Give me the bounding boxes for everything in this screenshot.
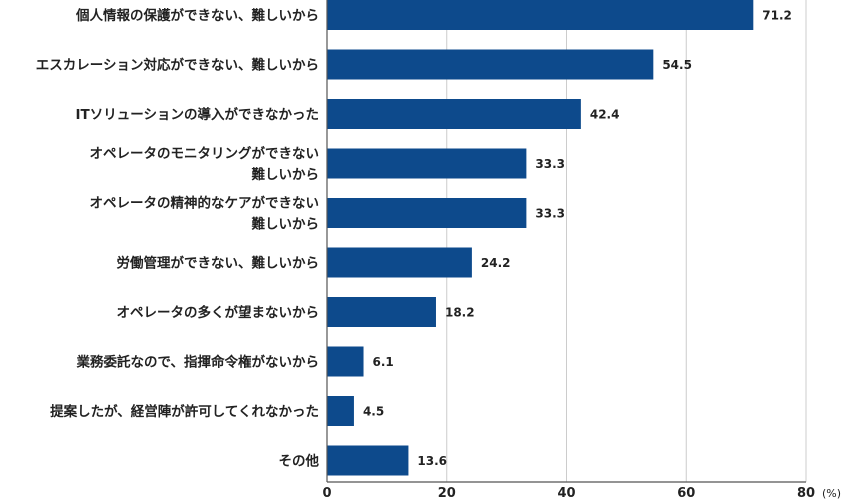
bar bbox=[327, 99, 581, 129]
x-tick-label: 40 bbox=[557, 486, 575, 500]
bar bbox=[327, 445, 409, 476]
data-label: 71.2 bbox=[762, 9, 792, 23]
gridlines bbox=[446, 0, 807, 482]
category-label: その他 bbox=[279, 453, 320, 470]
bar bbox=[327, 297, 436, 327]
data-label: 54.5 bbox=[662, 58, 692, 72]
x-tick-label: 0 bbox=[322, 486, 331, 500]
bar bbox=[327, 247, 472, 278]
bar bbox=[327, 0, 754, 30]
data-label: 33.3 bbox=[535, 207, 565, 221]
category-label: オペレータの精神的なケアができない難しいから bbox=[90, 195, 320, 233]
x-axis-unit: (%) bbox=[822, 487, 841, 500]
category-label: 提案したが、経営陣が許可してくれなかった bbox=[50, 403, 319, 420]
category-label: 個人情報の保護ができない、難しいから bbox=[75, 7, 319, 24]
x-tick-label: 20 bbox=[438, 486, 456, 500]
bar bbox=[327, 346, 364, 377]
data-label: 24.2 bbox=[481, 256, 511, 270]
bars bbox=[327, 0, 754, 476]
category-label: 業務委託なので、指揮命令権がないから bbox=[76, 354, 319, 371]
category-label: ITソリューションの導入ができなかった bbox=[76, 106, 319, 123]
bar bbox=[327, 396, 354, 426]
x-tick-label: 60 bbox=[677, 486, 695, 500]
category-label: エスカレーション対応ができない、難しいから bbox=[36, 57, 319, 74]
bar bbox=[327, 198, 527, 228]
bar bbox=[327, 49, 654, 80]
data-label: 6.1 bbox=[373, 355, 394, 369]
axes bbox=[326, 0, 806, 483]
data-label: 13.6 bbox=[417, 454, 447, 468]
data-label: 4.5 bbox=[363, 405, 384, 419]
data-label: 18.2 bbox=[445, 306, 475, 320]
x-tick-label: 80 bbox=[797, 486, 815, 500]
bar bbox=[327, 148, 527, 179]
data-label: 42.4 bbox=[590, 108, 620, 122]
category-label: 労働管理ができない、難しいから bbox=[117, 255, 320, 272]
category-label: オペレータの多くが望まないから bbox=[117, 304, 320, 321]
category-label: オペレータのモニタリングができない難しいから bbox=[90, 145, 320, 183]
data-label: 33.3 bbox=[535, 157, 565, 171]
labels: 71.2 個人情報の保護ができない、難しいから 54.5 エスカレーション対応ができな… bbox=[36, 7, 841, 500]
